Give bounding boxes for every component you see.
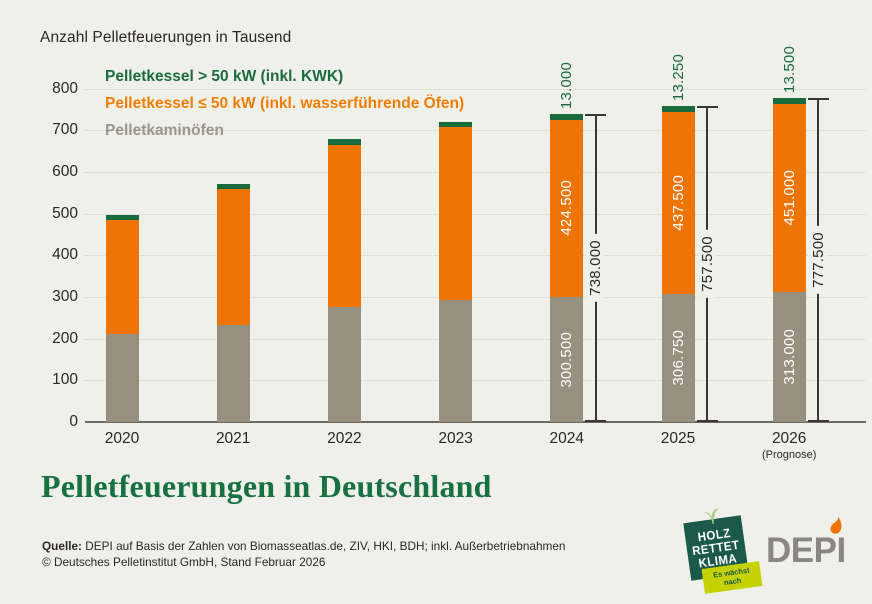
x-axis-note-2026: (Prognose): [761, 449, 817, 461]
bar-segment-2025-s0: [661, 294, 695, 422]
bar-segment-2022-s0: [327, 307, 361, 422]
total-bracket-cap-top-2024: [585, 114, 607, 117]
total-bracket-cap-top-2025: [696, 106, 718, 109]
total-label-text: 757.500: [698, 230, 716, 298]
bar-segment-2024-s1: [550, 119, 584, 297]
x-axis-line: [85, 421, 866, 423]
x-axis-label-2020: 2020: [104, 430, 140, 447]
bar-segment-2020-s0: [105, 334, 139, 422]
bar-segment-2025-s2: [661, 106, 695, 112]
x-axis-label-2022: 2022: [327, 430, 362, 447]
y-axis-label-0: 0: [69, 413, 78, 430]
grid-line-400: [85, 255, 866, 257]
y-axis-label-700: 700: [52, 121, 78, 139]
legend-item-pelletkaminoefen: Pelletkaminöfen: [105, 122, 224, 139]
bar-segment-2024-s2: [550, 114, 584, 120]
depi-logo: DEPI: [766, 531, 846, 570]
bar-value-label-2026-s1: 451.000: [773, 104, 806, 292]
grid-line-600: [85, 171, 866, 173]
x-axis-label-2021: 2021: [215, 430, 251, 447]
chart-legend: Pelletkessel > 50 kW (inkl. KWK) Pelletke…: [105, 63, 464, 144]
bar-segment-2023-s0: [439, 300, 473, 422]
bar-segment-2021-s0: [216, 324, 250, 422]
bar-top-label-text: 13.000: [558, 62, 576, 110]
total-bracket-cap-top-2026: [807, 97, 829, 100]
bar-segment-2023-s2: [439, 121, 473, 128]
y-axis-label-800: 800: [52, 79, 78, 97]
x-axis-label-2025: 2025: [660, 430, 696, 447]
bar-segment-2026-s2: [772, 97, 806, 104]
total-label-text: 777.500: [809, 226, 827, 294]
total-bracket-cap-bottom-2026: [807, 420, 829, 422]
legend-item-pelletkessel-klein: Pelletkessel ≤ 50 kW (inkl. wasserführen…: [105, 95, 465, 112]
legend-item-pelletkessel-gross: Pelletkessel > 50 kW (inkl. KWK): [105, 68, 344, 85]
grid-line-300: [85, 296, 866, 298]
bar-segment-2021-s1: [216, 189, 250, 325]
bar-segment-2023-s1: [439, 127, 473, 301]
bar-top-label-2026: 13.500: [778, 46, 800, 93]
y-axis-label-500: 500: [52, 204, 78, 222]
sprout-icon: [703, 508, 719, 525]
bar-value-label-text: 437.500: [669, 175, 687, 231]
source-label: Quelle:: [42, 539, 82, 553]
bar-top-label-2025: 13.250: [667, 54, 689, 101]
grid-line-500: [85, 213, 866, 215]
y-axis-label-100: 100: [52, 371, 78, 389]
bar-top-label-text: 13.500: [780, 45, 798, 93]
y-axis-label-400: 400: [52, 246, 78, 264]
grid-line-700: [85, 130, 866, 132]
bar-value-label-2025-s1: 437.500: [662, 112, 695, 294]
bar-segment-2021-s2: [216, 184, 250, 190]
grid-line-800: [85, 88, 866, 90]
bar-segment-2026-s0: [772, 291, 806, 422]
bar-segment-2025-s1: [661, 111, 695, 295]
total-label-2025: 757.500: [696, 230, 718, 298]
depi-flame-icon: [830, 517, 842, 534]
bar-top-label-2024: 13.000: [556, 62, 578, 109]
x-axis-label-2023: 2023: [438, 430, 473, 447]
bar-value-label-text: 451.000: [780, 169, 798, 226]
total-label-text: 738.000: [587, 234, 605, 302]
bar-value-label-2025-s0: 306.750: [662, 294, 695, 422]
x-axis-label-2024: 2024: [549, 430, 585, 447]
ribbon-line-2: nach: [723, 575, 742, 587]
bar-segment-2026-s1: [772, 103, 806, 292]
bar-segment-2022-s2: [327, 139, 361, 145]
source-note: Quelle: DEPI auf Basis der Zahlen von Bi…: [42, 539, 565, 570]
page-title: Pelletfeuerungen in Deutschland: [41, 468, 492, 504]
bar-segment-2020-s1: [105, 219, 139, 335]
bar-segment-2024-s0: [550, 296, 584, 422]
bar-value-label-text: 313.000: [780, 328, 798, 385]
grid-line-100: [85, 380, 866, 382]
total-bracket-cap-bottom-2024: [585, 420, 607, 422]
copyright-line: © Deutsches Pelletinstitut GmbH, Stand F…: [42, 554, 326, 569]
bar-value-label-text: 424.500: [558, 180, 576, 237]
total-label-2024: 738.000: [585, 234, 607, 302]
x-axis-label-2026: 2026: [771, 430, 807, 447]
total-label-2026: 777.500: [807, 226, 829, 294]
source-line: Quelle: DEPI auf Basis der Zahlen von Bi…: [42, 539, 565, 555]
holz-rettet-klima-logo: HOLZ RETTET KLIMA: [683, 508, 749, 581]
grid-line-200: [85, 338, 866, 340]
source-text: DEPI auf Basis der Zahlen von Biomasseat…: [82, 539, 566, 553]
bar-value-label-text: 300.500: [558, 331, 576, 388]
bar-segment-2020-s2: [105, 214, 139, 220]
chart-heading: Anzahl Pelletfeuerungen in Tausend: [40, 29, 292, 46]
y-axis-label-300: 300: [52, 287, 78, 305]
bar-value-label-text: 306.750: [669, 330, 687, 386]
y-axis-label-600: 600: [52, 162, 78, 180]
bar-value-label-2024-s1: 424.500: [550, 120, 583, 297]
bar-segment-2022-s1: [327, 144, 361, 308]
bar-value-label-2024-s0: 300.500: [550, 297, 583, 422]
bar-top-label-text: 13.250: [669, 54, 687, 102]
y-axis-label-200: 200: [52, 329, 78, 347]
total-bracket-cap-bottom-2025: [696, 420, 718, 422]
bar-value-label-2026-s0: 313.000: [773, 292, 806, 422]
